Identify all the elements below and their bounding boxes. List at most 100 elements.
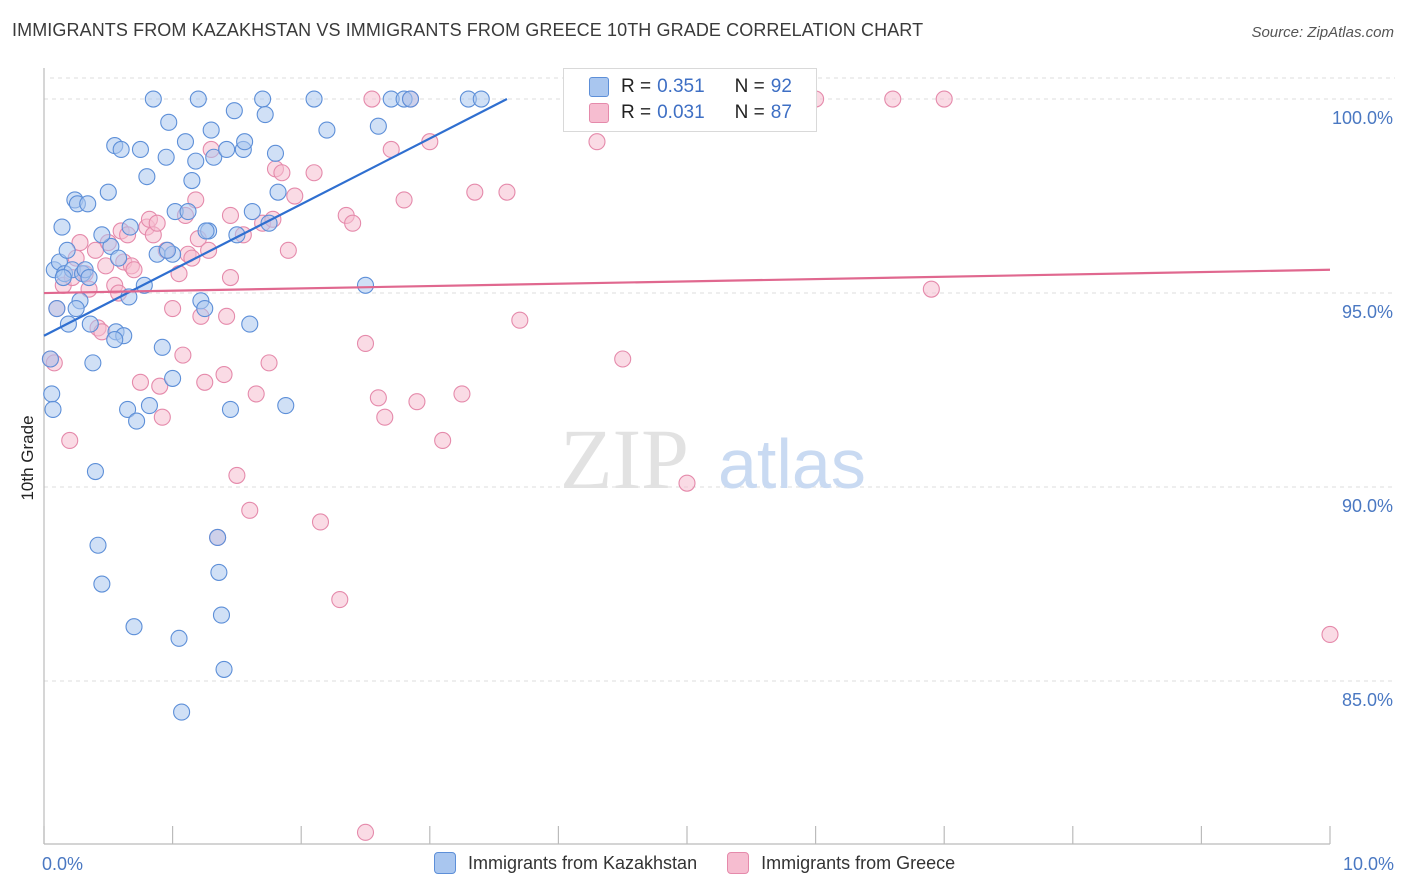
kazakhstan-point [205,148,223,166]
y-tick-label: 90.0% [1342,496,1393,516]
y-axis-label: 10th Grade [18,415,37,500]
kazakhstan-point [93,575,111,593]
kazakhstan-point [225,102,243,120]
x-tick-label: 0.0% [42,854,83,874]
kazakhstan-point [144,90,162,108]
kazakhstan-point [160,113,178,131]
greece-swatch [589,103,609,123]
kazakhstan-point [164,369,182,387]
greece-point [153,408,171,426]
kazakhstan-point [277,397,295,415]
greece-point [678,474,696,492]
kazakhstan-point [158,241,177,259]
kazakhstan-point [179,203,197,221]
greece-point [196,373,214,391]
greece-point [221,206,240,224]
greece-point [260,354,278,372]
kazakhstan-point [44,400,62,418]
greece-point [286,187,304,205]
kazakhstan-point [266,144,285,162]
greece-point [363,90,381,108]
greece-point [221,268,240,287]
legend-r-label: R = [621,76,652,97]
stats-legend: R = 0.351 N = 92 R = 0.031 N = 87 [563,68,817,132]
kazakhstan-point [472,90,490,108]
kazakhstan-point [356,276,375,294]
greece-point [356,334,375,353]
greece-point [241,501,259,519]
kazakhstan-point [41,350,59,368]
greece-point [151,377,169,395]
kazakhstan-point [79,195,97,213]
greece-point [922,280,940,298]
gridlines [44,77,1395,682]
kazakhstan-point [125,618,143,636]
watermark-zip: ZIP [560,411,689,507]
kazakhstan-point [243,203,261,221]
kazakhstan-point [67,300,85,318]
kazakhstan-point [128,412,146,430]
greece-point [1321,625,1339,644]
greece-point [228,466,246,484]
greece-point [71,234,89,252]
kazakhstan-point [140,397,159,415]
kazakhstan-point [138,168,156,186]
kazakhstan-point [369,117,387,135]
greece-point [97,257,115,275]
kazakhstan-point [54,268,72,287]
kazakhstan-swatch [589,77,609,97]
kazakhstan-swatch [434,852,456,874]
kazakhstan-point [86,462,104,481]
kazakhstan-point [183,171,201,190]
kazakhstan-point [48,300,66,318]
trend-lines [43,98,1331,337]
greece-point [215,365,233,384]
greece-point [279,241,297,259]
greece-point [884,90,902,108]
legend-n-label: N = [734,76,765,97]
greece-point [305,164,323,182]
greece-point [369,389,387,407]
watermark-atlas: atlas [718,425,866,503]
kazakhstan-points [41,90,490,721]
greece-point [453,385,471,403]
greece-point [935,90,953,108]
greece-point [511,311,529,329]
kazakhstan-point [53,218,71,236]
legend-item-label: Immigrants from Greece [761,852,956,873]
kazakhstan-point [176,133,195,151]
greece-point [376,408,394,426]
tick-labels: 85.0% 90.0% 95.0% 100.0% 0.0% 10.0% [42,108,1394,874]
kazakhstan-point [318,121,336,139]
chart-title: IMMIGRANTS FROM KAZAKHSTAN VS IMMIGRANTS… [12,20,924,40]
greece-point [466,183,484,201]
kazakhstan-point [121,218,139,236]
kazakhstan-point [173,703,191,721]
kazakhstan-point [196,300,214,318]
kazakhstan-point [170,629,188,647]
kazakhstan-trend-line [43,98,508,337]
kazakhstan-point [81,315,99,333]
kazakhstan-point [43,385,61,403]
y-tick-label: 95.0% [1342,302,1393,322]
greece-point [588,133,606,151]
kazakhstan-point [93,226,111,244]
kazakhstan-point [153,338,171,356]
kazakhstan-point [221,400,240,418]
kazakhstan-point [99,183,117,201]
greece-point [131,373,149,391]
legend-item-greece: Immigrants from Greece [727,852,955,874]
kazakhstan-point [209,528,227,547]
greece-point [434,431,452,450]
greece-points [41,90,1339,841]
y-tick-label: 85.0% [1342,690,1393,710]
greece-point [247,385,265,403]
legend-r-value: 0.031 [657,102,705,123]
y-tick-label: 100.0% [1332,108,1393,128]
legend-r-value: 0.351 [657,76,705,97]
greece-point [148,214,166,232]
kazakhstan-point [112,140,130,159]
greece-point [356,823,375,841]
greece-point [61,431,79,450]
